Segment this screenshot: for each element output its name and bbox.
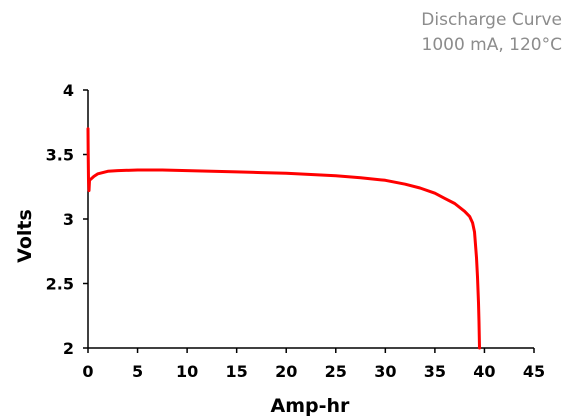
- x-axis-title: Amp-hr: [271, 395, 351, 417]
- y-axis-title: Volts: [14, 209, 36, 263]
- y-tick-label: 3: [63, 210, 74, 229]
- y-axis-ticks: 2 2.5 3 3.5 4: [46, 81, 88, 358]
- x-tick-label: 35: [424, 362, 446, 381]
- chart-title-block: Discharge Curve 1000 mA, 120°C: [421, 8, 562, 58]
- y-tick-label: 2.5: [46, 275, 74, 294]
- x-tick-label: 45: [523, 362, 545, 381]
- series-group: [86, 127, 481, 350]
- series-line: [86, 127, 481, 350]
- x-tick-label: 40: [473, 362, 495, 381]
- y-tick-label: 4: [63, 81, 74, 100]
- chart-title: Discharge Curve: [421, 10, 562, 30]
- y-tick-label: 2: [63, 339, 74, 358]
- x-tick-label: 20: [275, 362, 297, 381]
- chart-subtitle: 1000 mA, 120°C: [421, 35, 562, 55]
- x-tick-label: 5: [132, 362, 143, 381]
- x-tick-label: 30: [374, 362, 396, 381]
- axes: [87, 90, 534, 349]
- x-tick-label: 0: [82, 362, 93, 381]
- x-axis-ticks: 0 5 10 15 20 25 30 35 40 45: [82, 348, 545, 381]
- x-tick-label: 25: [325, 362, 347, 381]
- x-tick-label: 15: [226, 362, 248, 381]
- x-tick-label: 10: [176, 362, 198, 381]
- y-tick-label: 3.5: [46, 146, 74, 165]
